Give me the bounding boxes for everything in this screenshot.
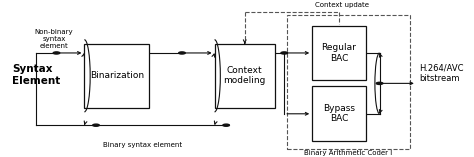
Text: H.264/AVC
bitstream: H.264/AVC bitstream bbox=[419, 64, 464, 83]
Text: Context update: Context update bbox=[315, 2, 369, 8]
Text: Non-binary
syntax
element: Non-binary syntax element bbox=[35, 29, 73, 49]
Text: Regular
BAC: Regular BAC bbox=[321, 43, 356, 63]
FancyBboxPatch shape bbox=[312, 86, 365, 141]
Circle shape bbox=[93, 124, 99, 126]
Circle shape bbox=[376, 82, 383, 84]
Circle shape bbox=[179, 52, 185, 54]
FancyBboxPatch shape bbox=[312, 26, 365, 80]
Text: Context
modeling: Context modeling bbox=[224, 66, 266, 85]
Text: Syntax
Element: Syntax Element bbox=[12, 64, 61, 86]
Circle shape bbox=[53, 52, 60, 54]
Circle shape bbox=[223, 124, 229, 126]
Text: Binary syntax element: Binary syntax element bbox=[103, 142, 182, 148]
Text: Binary Arithmetic Coder I: Binary Arithmetic Coder I bbox=[304, 149, 392, 156]
Text: Binarization: Binarization bbox=[90, 71, 144, 80]
FancyBboxPatch shape bbox=[215, 44, 275, 108]
FancyBboxPatch shape bbox=[84, 44, 149, 108]
Text: Bypass
BAC: Bypass BAC bbox=[323, 104, 355, 124]
Circle shape bbox=[281, 52, 288, 54]
